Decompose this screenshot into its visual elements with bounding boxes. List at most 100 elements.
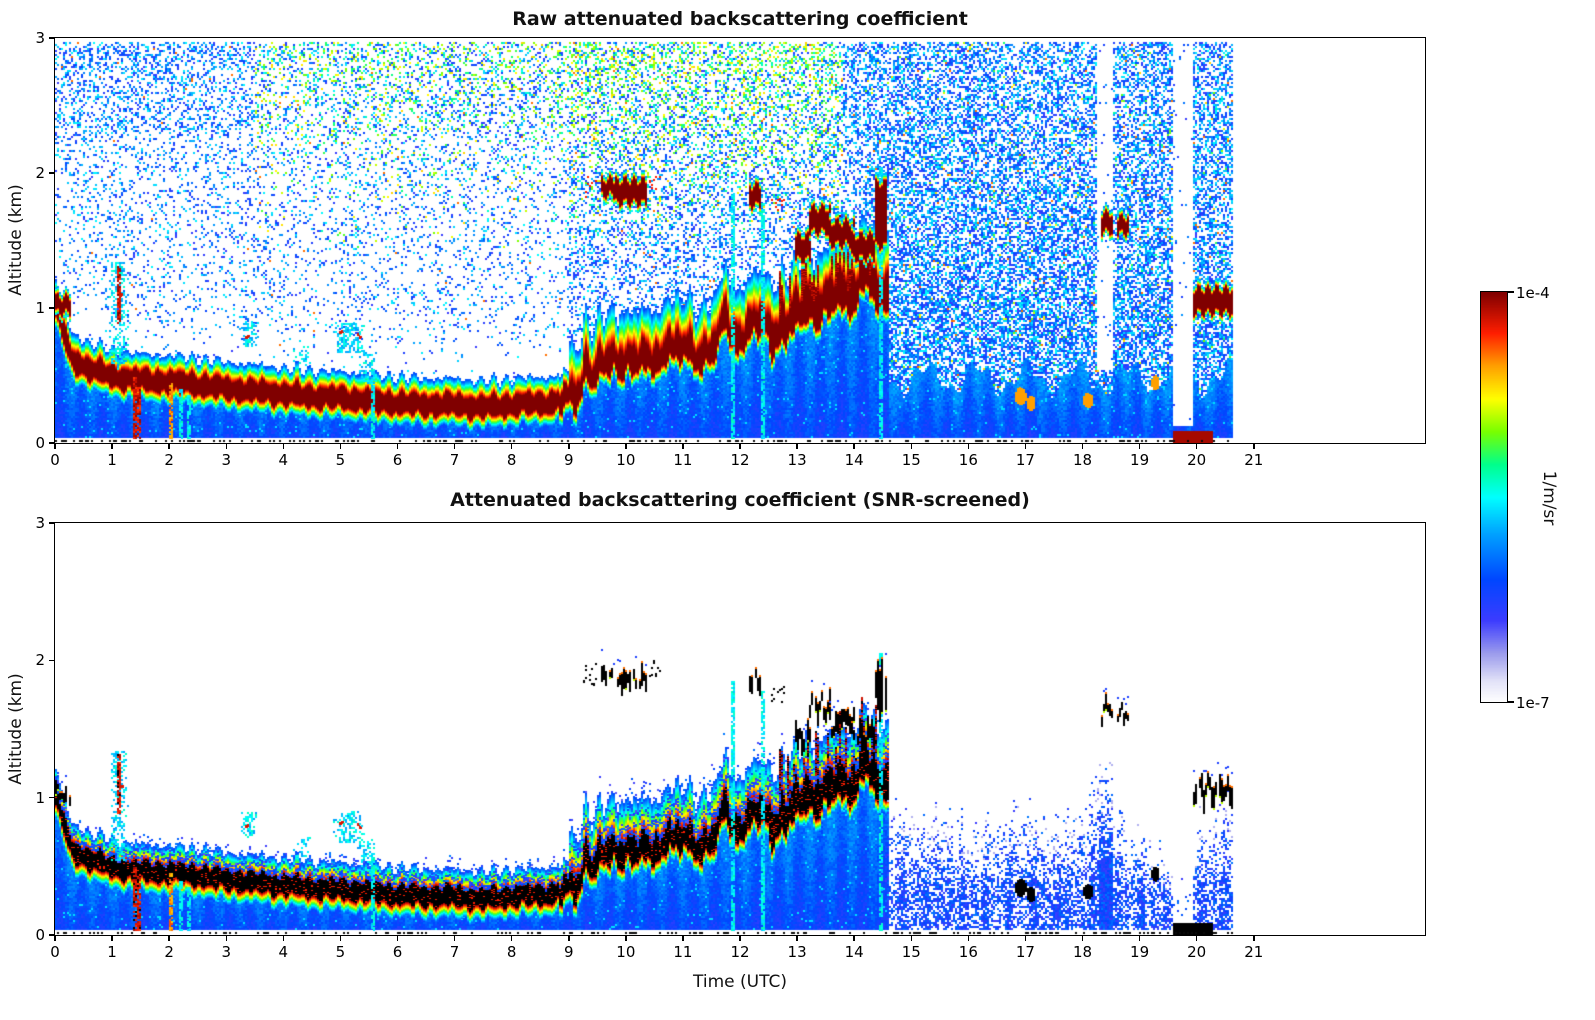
y-tick-label: 0 — [35, 434, 45, 452]
x-tick-label: 19 — [1130, 943, 1150, 961]
raw-panel-title: Raw attenuated backscattering coefficien… — [512, 8, 968, 30]
x-tick-mark — [910, 443, 912, 449]
x-tick-mark — [1253, 443, 1255, 449]
colorbar-unit-label: 1/m/sr — [1539, 470, 1559, 526]
y-tick-mark — [49, 659, 55, 662]
x-tick-mark — [796, 443, 798, 449]
x-tick-mark — [568, 443, 570, 449]
x-tick-mark — [739, 935, 741, 941]
x-tick-mark — [54, 935, 56, 941]
y-tick-mark — [49, 522, 55, 524]
x-tick-mark — [396, 443, 399, 449]
x-tick-label: 3 — [221, 943, 232, 961]
x-tick-label: 0 — [50, 451, 60, 469]
x-tick-mark — [168, 935, 170, 941]
raw-panel-ylabel: Altitude (km) — [6, 184, 26, 296]
x-tick-mark — [111, 443, 113, 449]
x-tick-label: 2 — [164, 451, 174, 469]
colorbar-max-label: 1e-4 — [1516, 284, 1550, 302]
x-tick-mark — [1195, 443, 1198, 449]
x-tick-label: 6 — [392, 943, 403, 961]
x-tick-label: 13 — [787, 451, 807, 469]
y-tick-label: 2 — [35, 651, 45, 670]
x-tick-label: 4 — [278, 451, 289, 469]
x-tick-label: 8 — [506, 451, 517, 469]
x-tick-label: 7 — [449, 943, 460, 961]
screened-backscatter-heatmap — [55, 523, 1425, 935]
x-tick-label: 11 — [673, 943, 693, 961]
y-tick-label: 3 — [35, 514, 45, 532]
x-tick-label: 15 — [901, 943, 921, 961]
x-tick-label: 21 — [1244, 451, 1264, 469]
y-tick-label: 2 — [35, 164, 45, 182]
x-tick-mark — [111, 935, 113, 941]
x-tick-mark — [967, 935, 970, 941]
colorbar-min-label: 1e-7 — [1516, 694, 1550, 712]
x-tick-mark — [1081, 935, 1084, 941]
y-tick-mark — [49, 442, 55, 444]
x-tick-label: 3 — [221, 451, 232, 469]
x-tick-label: 9 — [563, 943, 574, 961]
x-tick-label: 13 — [787, 943, 807, 961]
x-tick-mark — [282, 935, 285, 941]
x-tick-mark — [1081, 443, 1084, 449]
x-tick-label: 18 — [1072, 451, 1093, 469]
y-tick-mark — [49, 934, 55, 936]
x-tick-mark — [853, 935, 855, 941]
x-tick-mark — [568, 935, 570, 941]
x-tick-label: 9 — [563, 451, 574, 469]
x-tick-label: 19 — [1130, 451, 1150, 469]
y-tick-label: 3 — [35, 29, 45, 47]
y-tick-mark — [49, 172, 55, 174]
x-tick-mark — [1024, 935, 1027, 941]
x-tick-label: 14 — [844, 451, 864, 469]
x-tick-label: 12 — [730, 451, 750, 469]
x-tick-mark — [1138, 935, 1141, 941]
x-tick-mark — [282, 443, 285, 449]
x-tick-label: 16 — [958, 451, 978, 469]
screened-panel-title: Attenuated backscattering coefficient (S… — [450, 489, 1030, 511]
x-tick-mark — [796, 935, 798, 941]
x-tick-label: 5 — [335, 451, 346, 469]
x-tick-label: 18 — [1072, 943, 1093, 961]
x-tick-mark — [682, 935, 684, 941]
x-tick-mark — [682, 443, 684, 449]
x-tick-label: 7 — [449, 451, 460, 469]
x-tick-label: 21 — [1244, 943, 1264, 961]
x-tick-mark — [54, 443, 56, 449]
x-tick-label: 17 — [1015, 451, 1035, 469]
x-tick-mark — [510, 935, 513, 941]
x-tick-mark — [625, 935, 627, 941]
colorbar-min-tick — [1508, 701, 1514, 703]
x-tick-label: 10 — [616, 943, 636, 961]
x-tick-label: 12 — [730, 943, 750, 961]
x-tick-mark — [168, 443, 170, 449]
x-tick-mark — [739, 443, 741, 449]
x-tick-mark — [396, 935, 399, 941]
y-tick-mark — [49, 37, 55, 39]
screened-panel-ylabel: Altitude (km) — [6, 673, 26, 785]
x-tick-mark — [453, 935, 456, 941]
x-tick-label: 1 — [107, 943, 117, 961]
x-tick-label: 8 — [506, 943, 517, 961]
x-tick-label: 1 — [107, 451, 117, 469]
y-tick-label: 1 — [35, 788, 45, 807]
raw-backscatter-heatmap — [55, 38, 1425, 443]
x-tick-mark — [910, 935, 912, 941]
y-tick-mark — [49, 796, 55, 799]
x-tick-mark — [225, 443, 227, 449]
x-tick-mark — [510, 443, 513, 449]
x-tick-label: 15 — [901, 451, 921, 469]
x-tick-label: 20 — [1187, 451, 1207, 469]
x-tick-label: 10 — [616, 451, 636, 469]
x-tick-mark — [625, 443, 627, 449]
x-tick-label: 11 — [673, 451, 693, 469]
x-tick-mark — [967, 443, 970, 449]
x-axis-label: Time (UTC) — [693, 972, 787, 992]
x-tick-label: 5 — [335, 943, 346, 961]
x-tick-mark — [453, 443, 456, 449]
x-tick-mark — [1024, 443, 1027, 449]
x-tick-mark — [1195, 935, 1198, 941]
x-tick-mark — [225, 935, 227, 941]
x-tick-label: 14 — [844, 943, 864, 961]
